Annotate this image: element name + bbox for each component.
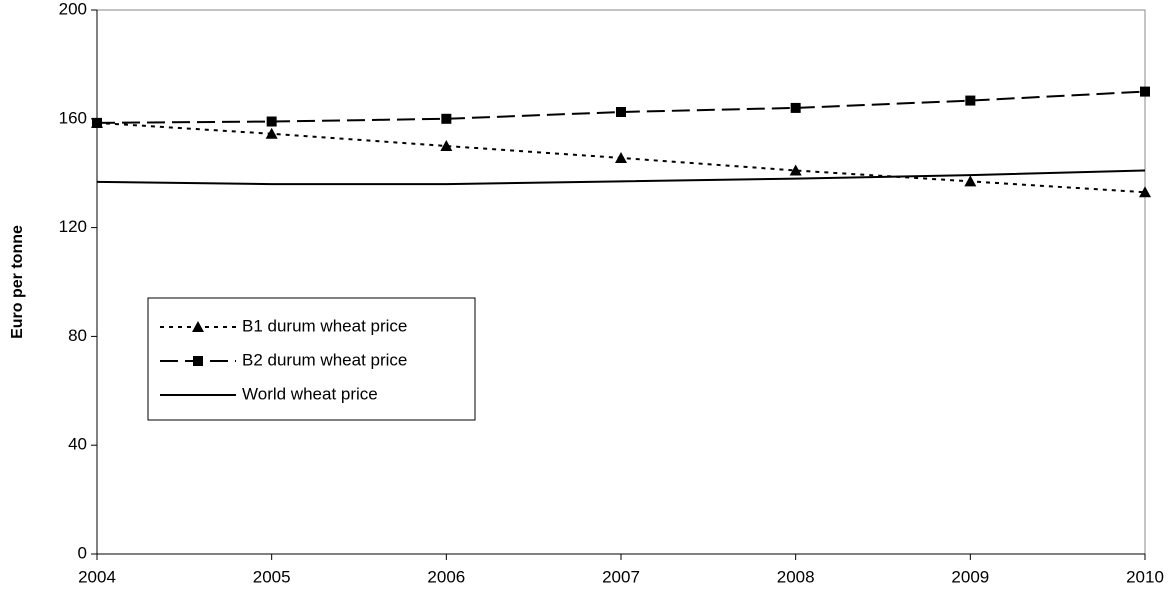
y-tick-label: 200 (59, 0, 87, 18)
x-tick-label: 2005 (253, 567, 291, 586)
marker (441, 113, 452, 124)
marker (192, 321, 204, 332)
y-tick-label: 160 (59, 108, 87, 127)
y-tick-label: 80 (68, 326, 87, 345)
marker (193, 356, 203, 366)
y-tick-label: 120 (59, 217, 87, 236)
legend-label: World wheat price (242, 384, 378, 403)
marker (616, 107, 626, 117)
series-line (96, 169, 1146, 186)
plot-area (96, 9, 1146, 555)
marker (965, 95, 976, 106)
marker (266, 116, 277, 127)
y-tick-label: 40 (68, 435, 87, 454)
marker (615, 151, 627, 163)
marker (1139, 186, 1151, 198)
y-axis-title: Euro per tonne (9, 225, 26, 339)
x-tick-label: 2009 (951, 567, 989, 586)
marker (265, 127, 278, 139)
marker (92, 117, 102, 128)
x-tick-label: 2004 (78, 567, 116, 586)
x-tick-label: 2008 (777, 567, 815, 586)
legend-label: B1 durum wheat price (242, 316, 407, 335)
legend-label: B2 durum wheat price (242, 350, 407, 369)
marker (790, 102, 801, 113)
marker (440, 140, 453, 151)
marker (789, 164, 802, 176)
marker (1140, 86, 1150, 97)
x-tick-label: 2007 (602, 567, 640, 586)
y-tick-label: 0 (78, 543, 87, 562)
x-tick-label: 2010 (1126, 567, 1164, 586)
marker (964, 175, 977, 187)
x-tick-label: 2006 (427, 567, 465, 586)
